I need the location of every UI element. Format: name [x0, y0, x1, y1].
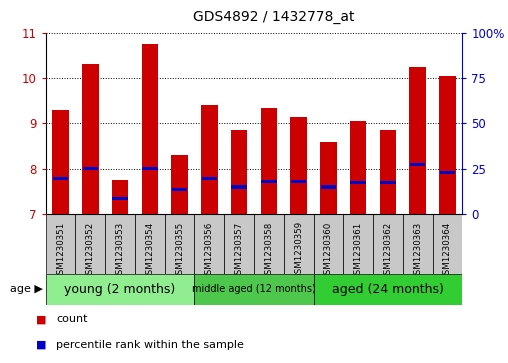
Bar: [343, 214, 373, 274]
Bar: [380, 181, 396, 184]
Text: middle aged (12 months): middle aged (12 months): [192, 285, 316, 294]
Bar: [142, 167, 157, 170]
Bar: [351, 181, 366, 184]
Text: GSM1230356: GSM1230356: [205, 221, 214, 280]
Bar: [321, 185, 336, 188]
Bar: [195, 274, 313, 305]
Bar: [439, 171, 455, 174]
Bar: [46, 274, 195, 305]
Text: GSM1230364: GSM1230364: [443, 221, 452, 280]
Bar: [410, 163, 425, 166]
Bar: [53, 177, 69, 180]
Text: GSM1230354: GSM1230354: [145, 221, 154, 280]
Bar: [379, 130, 396, 214]
Bar: [82, 65, 99, 214]
Bar: [432, 214, 462, 274]
Text: GSM1230359: GSM1230359: [294, 221, 303, 280]
Text: percentile rank within the sample: percentile rank within the sample: [56, 340, 244, 350]
Bar: [112, 197, 128, 200]
Bar: [231, 130, 247, 214]
Bar: [373, 214, 403, 274]
Text: GSM1230363: GSM1230363: [413, 221, 422, 280]
Bar: [83, 167, 98, 170]
Text: GSM1230360: GSM1230360: [324, 221, 333, 280]
Bar: [231, 185, 247, 188]
Bar: [224, 214, 254, 274]
Bar: [313, 274, 462, 305]
Text: GSM1230358: GSM1230358: [264, 221, 273, 280]
Bar: [261, 107, 277, 214]
Bar: [261, 180, 277, 183]
Bar: [46, 214, 76, 274]
Bar: [284, 214, 313, 274]
Bar: [52, 110, 69, 214]
Bar: [105, 214, 135, 274]
Bar: [142, 44, 158, 214]
Bar: [350, 121, 366, 214]
Bar: [171, 155, 188, 214]
Bar: [409, 67, 426, 214]
Text: young (2 months): young (2 months): [65, 283, 176, 296]
Bar: [172, 188, 187, 191]
Text: ■: ■: [36, 314, 46, 325]
Bar: [439, 76, 456, 214]
Text: GSM1230352: GSM1230352: [86, 221, 95, 280]
Bar: [165, 214, 195, 274]
Text: count: count: [56, 314, 87, 325]
Bar: [135, 214, 165, 274]
Bar: [202, 177, 217, 180]
Text: GSM1230357: GSM1230357: [235, 221, 244, 280]
Bar: [195, 214, 224, 274]
Bar: [313, 214, 343, 274]
Text: ■: ■: [36, 340, 46, 350]
Text: age ▶: age ▶: [10, 285, 43, 294]
Text: aged (24 months): aged (24 months): [332, 283, 444, 296]
Text: GSM1230353: GSM1230353: [116, 221, 124, 280]
Text: GDS4892 / 1432778_at: GDS4892 / 1432778_at: [193, 9, 355, 24]
Text: GSM1230351: GSM1230351: [56, 221, 65, 280]
Bar: [112, 180, 129, 214]
Bar: [291, 180, 306, 183]
Bar: [201, 105, 217, 214]
Bar: [320, 142, 337, 214]
Text: GSM1230355: GSM1230355: [175, 221, 184, 280]
Text: GSM1230361: GSM1230361: [354, 221, 363, 280]
Bar: [76, 214, 105, 274]
Bar: [254, 214, 284, 274]
Bar: [291, 117, 307, 214]
Bar: [403, 214, 432, 274]
Text: GSM1230362: GSM1230362: [384, 221, 392, 280]
